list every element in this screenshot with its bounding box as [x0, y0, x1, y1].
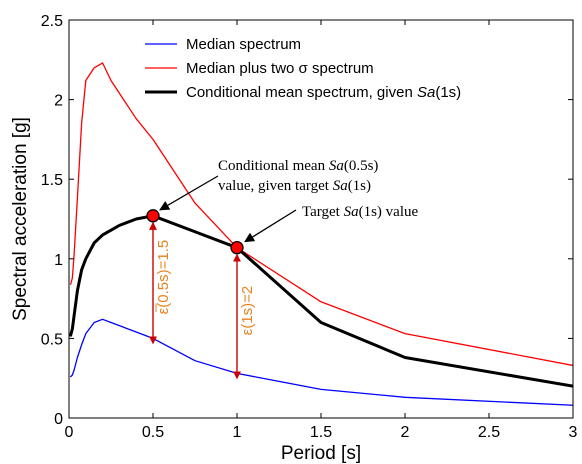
annotation-text: Target — [302, 204, 344, 220]
x-axis-title: Period [s] — [281, 443, 361, 464]
annotation-text: (1s) value — [359, 204, 419, 220]
legend: Median spectrum Median plus two σ spectru… — [145, 36, 461, 101]
y-axis-title: Spectral acceleration [g] — [10, 117, 31, 321]
epsilon-bar-label: ε̅(0.5s)=1.5 — [155, 240, 172, 315]
y-tick-label: 0.5 — [41, 331, 63, 348]
y-tick-label: 2 — [54, 93, 63, 110]
annotation-text: (0.5s) — [344, 158, 379, 174]
x-tick-label: 2 — [401, 424, 410, 441]
annotation-text-italic: Sa — [344, 204, 359, 220]
y-tick-label: 1.5 — [41, 172, 63, 189]
legend-text: Median plus two σ spectrum — [186, 60, 374, 77]
legend-entry-3: Conditional mean spectrum, given Sa(1s) — [186, 84, 461, 101]
series-line-1 — [70, 318, 573, 406]
legend-entry-1: Median spectrum — [186, 36, 301, 53]
data-marker-1 — [146, 209, 160, 223]
annotation-text-italic: Sa — [329, 158, 344, 174]
data-marker-2 — [230, 241, 244, 255]
x-tick-label: 2.5 — [478, 424, 500, 441]
x-tick-label: 1.5 — [310, 424, 332, 441]
annotation-text: Conditional mean — [218, 158, 329, 174]
legend-text-italic: Sa — [417, 84, 435, 101]
marker-layer — [146, 209, 244, 255]
y-tick-label: 0 — [54, 411, 63, 428]
x-tick-label: 0.5 — [142, 424, 164, 441]
annotation-text: value, given target — [218, 178, 333, 194]
epsilon-label: ε(1s)=2 — [239, 286, 256, 336]
x-tick-label: 3 — [569, 424, 578, 441]
series-layer — [69, 62, 573, 406]
y-axis: 0 0.5 1 1.5 2 2.5 — [41, 13, 573, 428]
cond-mean-annotation-arrow — [159, 175, 219, 211]
series-line-3 — [69, 214, 573, 388]
y-tick-label: 1 — [54, 252, 63, 269]
y-tick-label: 2.5 — [41, 13, 63, 30]
series-line-2 — [70, 62, 573, 367]
annotation-text-italic: Sa — [333, 178, 348, 194]
cond-mean-annotation-line2: value, given target Sa(1s) — [218, 178, 371, 194]
legend-text: Conditional mean spectrum, given — [186, 84, 417, 101]
annotation-text: (1s) — [348, 178, 371, 194]
legend-text: Median spectrum — [186, 36, 301, 53]
target-annotation: Target Sa(1s) value — [302, 204, 418, 220]
legend-text: (1s) — [435, 84, 461, 101]
cond-mean-annotation-line1: Conditional mean Sa(0.5s) — [218, 158, 378, 174]
x-axis: 0 0.5 1 1.5 2 2.5 3 — [65, 20, 578, 441]
x-tick-label: 1 — [233, 424, 242, 441]
legend-entry-2: Median plus two σ spectrum — [186, 60, 374, 77]
target-annotation-arrow — [244, 209, 297, 243]
x-tick-label: 0 — [65, 424, 74, 441]
